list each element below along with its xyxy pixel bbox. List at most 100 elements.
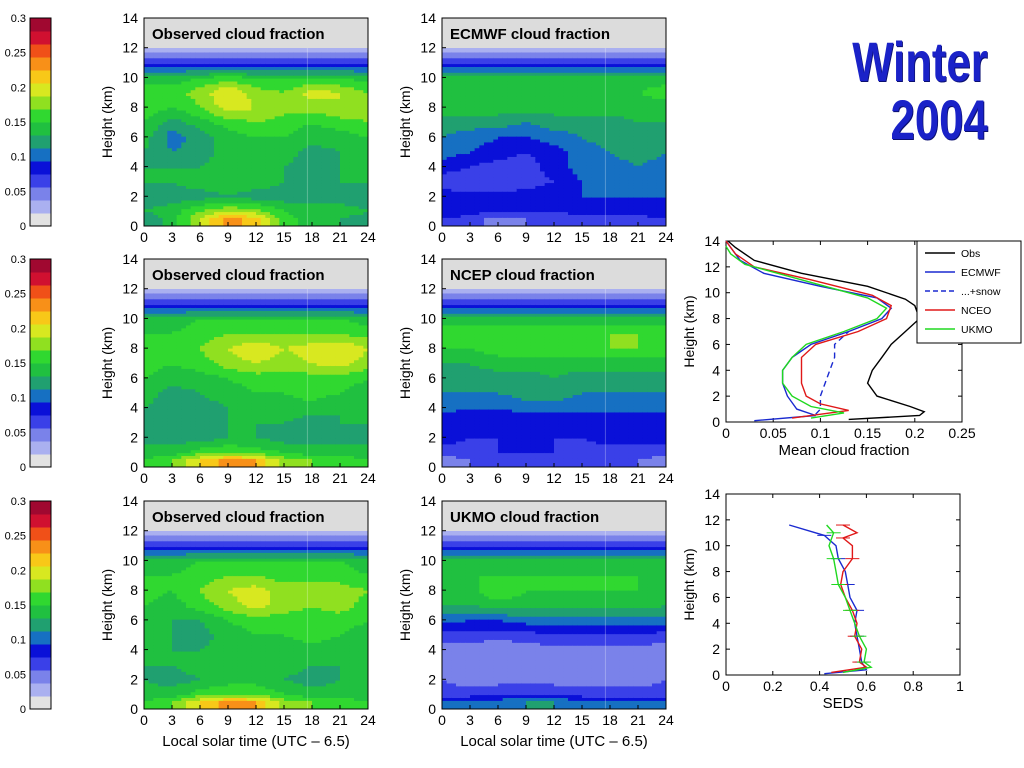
heatmap-cell bbox=[502, 211, 508, 215]
heatmap-cell bbox=[200, 115, 206, 120]
heatmap-cell bbox=[251, 136, 257, 140]
heatmap-cell bbox=[223, 205, 229, 210]
heatmap-cell bbox=[302, 162, 308, 166]
heatmap-cell bbox=[312, 66, 318, 70]
heatmap-cell bbox=[446, 141, 452, 146]
heatmap-cell bbox=[246, 54, 252, 59]
heatmap-cell bbox=[312, 182, 318, 186]
heatmap-cell bbox=[232, 107, 238, 111]
heatmap-cell bbox=[442, 57, 448, 62]
heatmap-cell bbox=[340, 51, 346, 56]
heatmap-cell bbox=[242, 89, 248, 94]
heatmap-cell bbox=[446, 124, 452, 128]
heatmap-cell bbox=[251, 214, 257, 218]
heatmap-cell bbox=[232, 196, 238, 201]
heatmap-cell bbox=[512, 147, 518, 152]
heatmap-cell bbox=[260, 133, 266, 137]
heatmap-cell bbox=[270, 147, 276, 152]
heatmap-cell bbox=[242, 72, 248, 76]
heatmap-cell bbox=[167, 196, 173, 201]
heatmap-cell bbox=[530, 167, 536, 172]
heatmap-cell bbox=[316, 185, 322, 189]
heatmap-cell bbox=[530, 127, 536, 131]
heatmap-cell bbox=[493, 162, 499, 166]
heatmap-cell bbox=[265, 223, 271, 226]
heatmap-cell bbox=[498, 179, 504, 184]
heatmap-cell bbox=[340, 196, 346, 201]
heatmap-cell bbox=[260, 92, 266, 97]
heatmap-cell bbox=[204, 115, 210, 120]
heatmap-cell bbox=[265, 104, 271, 108]
heatmap-cell bbox=[228, 217, 234, 221]
heatmap-cell bbox=[516, 80, 522, 85]
heatmap-cell bbox=[279, 109, 285, 114]
heatmap-cell bbox=[479, 63, 485, 68]
heatmap-cell bbox=[260, 147, 266, 152]
heatmap-cell bbox=[498, 48, 504, 53]
heatmap-cell bbox=[446, 162, 452, 166]
heatmap-cell bbox=[223, 54, 229, 59]
heatmap-cell bbox=[474, 72, 480, 76]
heatmap-cell bbox=[498, 170, 504, 175]
heatmap-cell bbox=[530, 217, 536, 221]
heatmap-cell bbox=[158, 156, 164, 160]
heatmap-cell bbox=[186, 98, 192, 102]
heatmap-cell bbox=[148, 194, 154, 198]
heatmap-cell bbox=[176, 72, 182, 76]
heatmap-cell bbox=[488, 89, 494, 94]
heatmap-cell bbox=[446, 75, 452, 79]
heatmap-cell bbox=[516, 153, 522, 157]
heatmap-cell bbox=[502, 153, 508, 157]
heatmap-cell bbox=[223, 86, 229, 91]
heatmap-cell bbox=[526, 188, 532, 192]
heatmap-cell bbox=[568, 153, 574, 157]
heatmap-cell bbox=[349, 194, 355, 198]
heatmap-cell bbox=[493, 98, 499, 102]
heatmap-cell bbox=[167, 98, 173, 102]
heatmap-cell bbox=[186, 165, 192, 169]
heatmap-cell bbox=[200, 69, 206, 73]
heatmap-cell bbox=[349, 104, 355, 108]
heatmap-cell bbox=[470, 92, 476, 97]
heatmap-cell bbox=[242, 191, 248, 195]
heatmap-cell bbox=[190, 153, 196, 157]
heatmap-cell bbox=[298, 194, 304, 198]
heatmap-cell bbox=[237, 179, 243, 184]
heatmap-cell bbox=[312, 144, 318, 149]
heatmap-cell bbox=[270, 112, 276, 117]
heatmap-cell bbox=[246, 144, 252, 149]
heatmap-cell bbox=[176, 138, 182, 143]
heatmap-cell bbox=[312, 48, 318, 53]
heatmap-cell bbox=[516, 86, 522, 91]
heatmap-cell bbox=[176, 170, 182, 175]
heatmap-cell bbox=[316, 89, 322, 94]
heatmap-cell bbox=[554, 78, 560, 82]
heatmap-cell bbox=[148, 136, 154, 140]
heatmap-cell bbox=[330, 51, 336, 56]
heatmap-cell bbox=[349, 141, 355, 146]
heatmap-cell bbox=[540, 133, 546, 137]
heatmap-cell bbox=[488, 196, 494, 201]
heatmap-cell bbox=[363, 153, 368, 157]
heatmap-cell bbox=[558, 48, 564, 53]
heatmap-cell bbox=[246, 63, 252, 68]
heatmap-cell bbox=[265, 182, 271, 186]
heatmap-cell bbox=[144, 104, 150, 108]
heatmap-cell bbox=[256, 185, 262, 189]
heatmap-cell bbox=[465, 101, 471, 105]
heatmap-cell bbox=[270, 199, 276, 204]
heatmap-cell bbox=[340, 159, 346, 163]
heatmap-cell bbox=[488, 194, 494, 198]
heatmap-cell bbox=[144, 220, 150, 224]
heatmap-cell bbox=[521, 80, 527, 85]
heatmap-cell bbox=[265, 159, 271, 163]
heatmap-cell bbox=[488, 107, 494, 111]
heatmap-cell bbox=[302, 205, 308, 210]
heatmap-cell bbox=[502, 124, 508, 128]
heatmap-cell bbox=[256, 124, 262, 128]
heatmap-cell bbox=[340, 138, 346, 143]
heatmap-cell bbox=[293, 66, 299, 70]
heatmap-cell bbox=[162, 141, 168, 146]
heatmap-cell bbox=[498, 173, 504, 178]
heatmap-cell bbox=[358, 51, 364, 56]
